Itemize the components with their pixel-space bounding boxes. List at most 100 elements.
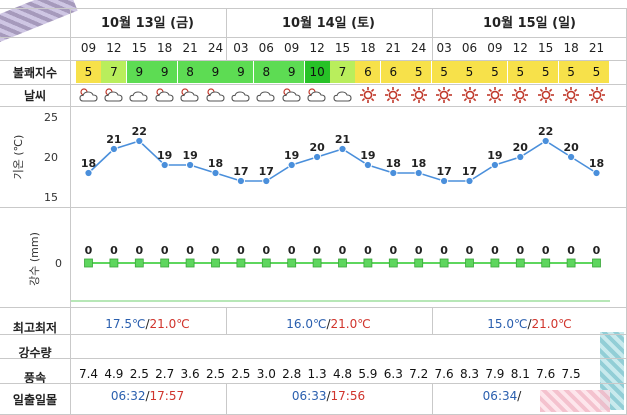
hour-label: 21	[182, 41, 198, 55]
sun-icon	[482, 86, 507, 104]
separator: /	[145, 317, 150, 331]
wind-speed-cell: 8.3	[459, 367, 480, 381]
sun-icon	[457, 86, 482, 104]
y-tick-label: 20	[44, 151, 58, 164]
precipitation-chart: 강수 (mm) 0 0 0 0 0 0 0 0 0 0 0 0 0 0 0 0 0 0 0 0 0 0	[28, 232, 610, 302]
precipitation-point	[465, 258, 474, 268]
wind-speed-cell: 4.9	[104, 367, 124, 381]
minmax-row-label: 최고최저	[12, 321, 58, 335]
hour-label: 24	[207, 41, 224, 55]
precipitation-value-label: 0	[491, 244, 499, 257]
comfort-index-cell: 5	[76, 61, 101, 83]
temperature-point	[287, 160, 296, 170]
min-temp: 15.0℃	[487, 317, 528, 331]
temperature-value-label: 21	[106, 133, 121, 146]
hour-label: 12	[106, 41, 122, 55]
temperature-point	[135, 136, 144, 146]
wind-speed-cell: 3.0	[256, 367, 276, 381]
precipitation-value-label: 0	[313, 244, 321, 257]
hour-label: 18	[360, 41, 376, 55]
comfort-index-cell: 6	[355, 61, 381, 83]
temperature-value-label: 19	[157, 149, 172, 162]
precipitation-point	[134, 258, 144, 268]
y-axis-label: 강수 (mm)	[28, 232, 41, 286]
comfort-index-cell: 5	[507, 61, 533, 83]
sun-icon	[508, 86, 533, 104]
y-tick-label: 15	[44, 191, 58, 204]
temperature-value-label: 17	[233, 165, 248, 178]
precipitation-value-label: 0	[593, 244, 601, 257]
sun-icon	[432, 86, 457, 104]
precipitation-value-label: 0	[542, 244, 550, 257]
precipitation-value-label: 0	[85, 244, 93, 257]
sunrise: 06:32	[110, 389, 146, 403]
temperature-point	[567, 152, 576, 162]
y-axis-label: 기온 (℃)	[12, 135, 25, 180]
temperature-value-label: 19	[360, 149, 375, 162]
temperature-point	[338, 144, 347, 154]
comfort-index-cell: 5	[457, 61, 482, 83]
cloud-sun-icon	[152, 86, 177, 104]
comfort-index-cell: 8	[253, 61, 279, 83]
sun-icon	[355, 86, 380, 104]
temperature-point	[414, 168, 423, 178]
temperature-point	[211, 168, 220, 178]
temperature-value-label: 18	[589, 157, 604, 170]
precipitation-value-label: 0	[186, 244, 194, 257]
cloud-sun-icon	[279, 86, 304, 104]
y-tick-label: 25	[44, 111, 58, 124]
temperature-point	[389, 168, 398, 178]
day-header: 10월 13일 (금)	[101, 16, 194, 31]
temperature-point	[592, 168, 601, 178]
cloud-sun-icon	[101, 86, 126, 104]
precipitation-point	[592, 258, 601, 268]
precipitation-value-label: 0	[364, 244, 372, 257]
comfort-index-cell: 9	[152, 61, 178, 83]
precipitation-point	[312, 258, 322, 268]
precipitation-point	[160, 258, 170, 268]
temperature-point	[313, 152, 322, 162]
wind-row-label: 풍속	[23, 371, 47, 385]
comfort-index-cell: 10	[304, 61, 330, 83]
temperature-value-label: 18	[208, 157, 223, 170]
day-header: 10월 14일 (토)	[282, 16, 375, 31]
grid-line	[0, 358, 627, 359]
wind-speed-cell: 8.1	[510, 367, 530, 381]
weather-row-label: 날씨	[23, 89, 47, 103]
grid-line	[0, 334, 627, 335]
wind-speed-cell: 7.6	[434, 367, 454, 381]
wind-speed-cell: 2.8	[282, 367, 302, 381]
max-temp: 21.0℃	[149, 317, 190, 331]
temperature-value-label: 19	[284, 149, 299, 162]
comfort-index-cell: 5	[558, 61, 584, 83]
temperature-value-label: 20	[309, 141, 325, 154]
precipitation-value-label: 0	[288, 244, 296, 257]
sunrise: 06:34	[482, 389, 518, 403]
rain-row-label: 강수량	[18, 346, 52, 360]
grid-line	[0, 207, 627, 208]
grid-line	[0, 383, 627, 384]
hour-label: 06	[258, 41, 274, 55]
wind-speed-cell: 7.4	[78, 367, 99, 381]
comfort-index-cell: 9	[126, 61, 152, 83]
grid-line	[432, 8, 433, 60]
hour-label: 18	[563, 41, 579, 55]
precipitation-value-label: 0	[415, 244, 423, 257]
minmax-day3: 15.0℃/21.0℃	[432, 317, 627, 331]
temperature-point	[516, 152, 525, 162]
temperature-value-label: 17	[436, 165, 451, 178]
temperature-point	[109, 144, 119, 154]
grid-line	[226, 8, 227, 60]
precipitation-value-label: 0	[110, 244, 118, 257]
precipitation-value-label: 0	[440, 244, 448, 257]
wind-speed-cell: 2.5	[129, 367, 149, 381]
comfort-index-cell: 6	[380, 61, 406, 83]
precipitation-point	[388, 258, 398, 268]
temperature-value-label: 21	[335, 133, 350, 146]
sun-day1: 06:32/17:57	[70, 389, 225, 403]
precipitation-point	[287, 258, 297, 268]
temperature-point	[186, 160, 195, 170]
hour-label: 06	[461, 41, 478, 55]
grid-line	[70, 8, 71, 414]
y-tick-label: 0	[55, 257, 62, 270]
